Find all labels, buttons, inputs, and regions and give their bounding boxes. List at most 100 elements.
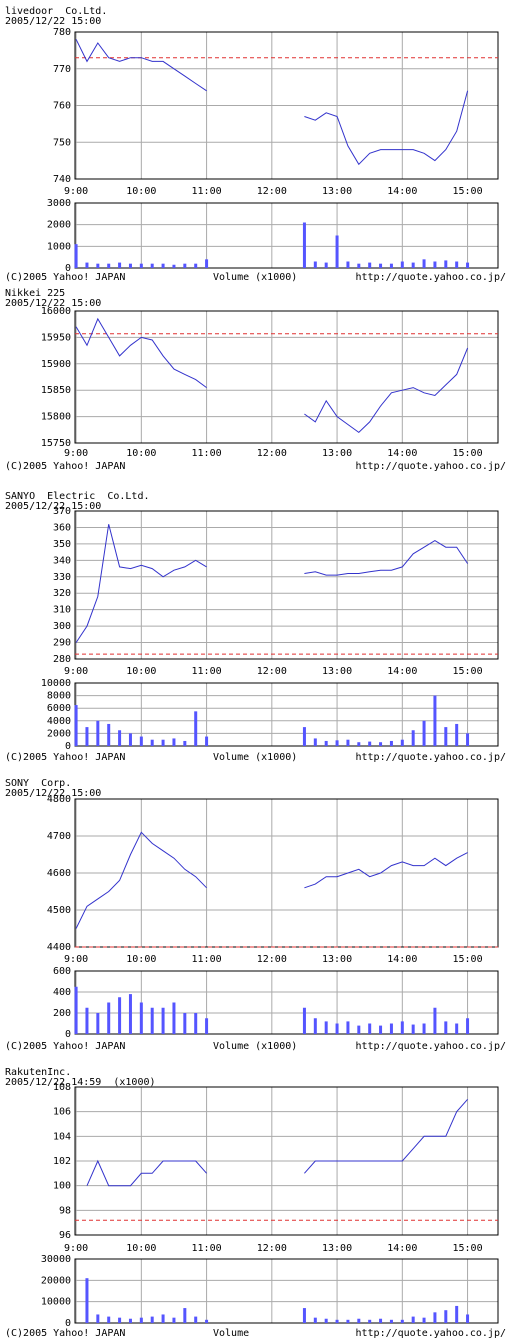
- volume-bar: [346, 739, 350, 746]
- volume-bar: [302, 1007, 306, 1034]
- x-tick-label: 12:00: [257, 954, 287, 965]
- volume-bar: [389, 1023, 393, 1034]
- y-tick-label: 20000: [41, 1275, 71, 1286]
- volume-label: Volume (x1000): [213, 752, 297, 763]
- x-tick-label: 9:00: [64, 954, 88, 965]
- source-url: http://quote.yahoo.co.jp/: [355, 752, 506, 763]
- plot-area: [75, 203, 498, 268]
- y-tick-label: 4400: [47, 942, 71, 953]
- volume-bar: [205, 1018, 209, 1034]
- volume-bar: [139, 263, 143, 268]
- volume-bar: [357, 263, 361, 268]
- y-tick-label: 200: [53, 1008, 71, 1019]
- y-tick-label: 310: [53, 605, 71, 616]
- x-tick-label: 14:00: [387, 448, 417, 459]
- y-tick-label: 98: [59, 1205, 71, 1216]
- volume-bar: [400, 1021, 404, 1034]
- chart-title: Nikkei 225: [5, 288, 65, 299]
- y-tick-label: 0: [65, 1318, 71, 1329]
- volume-bar: [379, 1318, 383, 1323]
- volume-bar: [172, 738, 176, 746]
- volume-bar: [466, 1018, 470, 1034]
- volume-bar: [150, 739, 154, 746]
- volume-bar: [128, 263, 132, 268]
- volume-bar: [107, 1002, 111, 1034]
- x-tick-label: 9:00: [64, 448, 88, 459]
- volume-bar: [411, 1316, 415, 1323]
- volume-bar: [128, 1318, 132, 1323]
- y-tick-label: 750: [53, 137, 71, 148]
- volume-bar: [379, 1025, 383, 1034]
- x-tick-label: 15:00: [452, 186, 482, 197]
- y-tick-label: 15800: [41, 412, 71, 423]
- y-tick-label: 96: [59, 1230, 71, 1241]
- x-tick-label: 14:00: [387, 1243, 417, 1254]
- x-tick-label: 15:00: [452, 954, 482, 965]
- volume-bar: [346, 1021, 350, 1034]
- volume-bar: [335, 740, 339, 746]
- volume-bar: [205, 259, 209, 268]
- chart-subtitle: 2005/12/22 15:00: [5, 298, 101, 309]
- x-tick-label: 9:00: [64, 1243, 88, 1254]
- x-tick-label: 14:00: [387, 954, 417, 965]
- y-tick-label: 104: [53, 1131, 71, 1142]
- plot-frame: [74, 1086, 499, 1236]
- y-tick-label: 4500: [47, 905, 71, 916]
- volume-bar: [422, 720, 426, 746]
- y-tick-label: 280: [53, 654, 71, 665]
- y-tick-label: 4600: [47, 868, 71, 879]
- y-tick-label: 6000: [47, 703, 71, 714]
- x-tick-label: 13:00: [322, 954, 352, 965]
- y-tick-label: 108: [53, 1082, 71, 1093]
- volume-bar: [411, 730, 415, 746]
- credit: (C)2005 Yahoo! JAPAN: [5, 272, 125, 283]
- y-tick-label: 3000: [47, 198, 71, 209]
- x-tick-label: 12:00: [257, 666, 287, 677]
- chart-subtitle: 2005/12/22 15:00: [5, 501, 101, 512]
- volume-bar: [183, 740, 187, 746]
- x-tick-label: 12:00: [257, 448, 287, 459]
- source-url: http://quote.yahoo.co.jp/: [355, 1328, 506, 1339]
- volume-bar: [433, 1312, 437, 1323]
- x-tick-label: 12:00: [257, 1243, 287, 1254]
- plot-frame: [74, 31, 499, 180]
- credit: (C)2005 Yahoo! JAPAN: [5, 1041, 125, 1052]
- volume-bar: [313, 1018, 317, 1034]
- volume-bar: [433, 695, 437, 746]
- volume-bar: [96, 1314, 100, 1323]
- volume-bar: [150, 1007, 154, 1034]
- volume-bar: [466, 1314, 470, 1323]
- chart-subtitle: 2005/12/22 14:59 (x1000): [5, 1077, 156, 1088]
- x-tick-label: 15:00: [452, 1243, 482, 1254]
- y-tick-label: 102: [53, 1156, 71, 1167]
- volume-bar: [455, 723, 459, 746]
- y-tick-label: 10000: [41, 678, 71, 689]
- source-url: http://quote.yahoo.co.jp/: [355, 461, 506, 472]
- volume-bar: [139, 1317, 143, 1323]
- volume-bar: [150, 1316, 154, 1323]
- volume-bar: [183, 1308, 187, 1323]
- volume-bar: [455, 1305, 459, 1323]
- volume-bar: [389, 263, 393, 268]
- x-tick-label: 12:00: [257, 186, 287, 197]
- y-tick-label: 330: [53, 572, 71, 583]
- volume-bar: [183, 263, 187, 268]
- volume-bar: [118, 730, 122, 746]
- credit: (C)2005 Yahoo! JAPAN: [5, 1328, 125, 1339]
- volume-bar: [335, 1023, 339, 1034]
- y-tick-label: 360: [53, 522, 71, 533]
- volume-bar: [433, 261, 437, 268]
- y-tick-label: 1000: [47, 241, 71, 252]
- x-tick-label: 13:00: [322, 186, 352, 197]
- plot-area: [75, 971, 498, 1034]
- volume-bar: [172, 1002, 176, 1034]
- chart-title: RakutenInc.: [5, 1067, 71, 1078]
- x-tick-label: 9:00: [64, 666, 88, 677]
- y-tick-label: 740: [53, 174, 71, 185]
- x-tick-label: 11:00: [192, 186, 222, 197]
- volume-bar: [302, 727, 306, 746]
- volume-bar: [379, 742, 383, 746]
- credit: (C)2005 Yahoo! JAPAN: [5, 461, 125, 472]
- volume-bar: [400, 261, 404, 268]
- y-tick-label: 15750: [41, 438, 71, 449]
